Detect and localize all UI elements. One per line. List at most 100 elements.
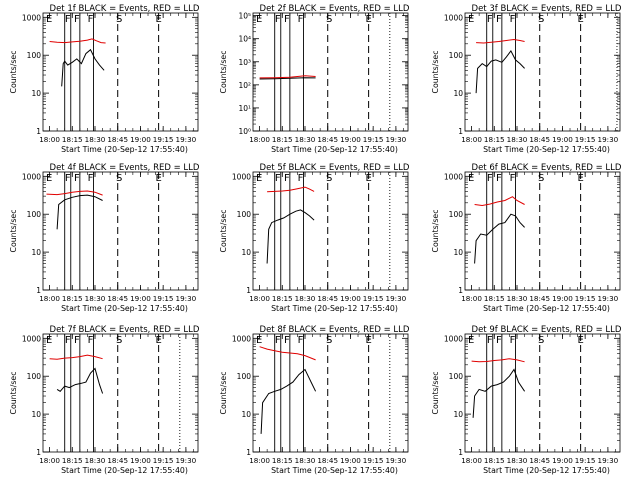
- x-tick-label: 19:30: [176, 294, 197, 303]
- y-tick-label: 10³: [238, 58, 251, 67]
- x-axis-label: Start Time (20-Sep-12 17:55:40): [271, 466, 398, 475]
- x-tick-label: 18:45: [317, 456, 338, 465]
- marker-label: F: [510, 335, 516, 346]
- y-tick-label: 100: [237, 372, 252, 381]
- x-tick-label: 19:00: [130, 456, 151, 465]
- x-tick-label: 19:30: [176, 135, 197, 144]
- marker-label: F: [74, 335, 80, 346]
- y-tick-label: 1: [458, 448, 463, 457]
- x-tick-label: 19:30: [598, 456, 619, 465]
- marker-label: F: [65, 335, 71, 346]
- x-tick-label: 19:30: [176, 456, 197, 465]
- series-line-events: [56, 367, 104, 394]
- marker-label: F: [74, 14, 80, 25]
- marker-label: S: [116, 14, 122, 25]
- marker-label: E: [577, 335, 583, 346]
- x-tick-label: 18:45: [529, 294, 550, 303]
- marker-label: E: [468, 173, 474, 184]
- marker-label: E: [577, 14, 583, 25]
- x-tick-label: 18:00: [249, 294, 270, 303]
- series-line-lld: [49, 38, 106, 44]
- x-tick-label: 18:30: [85, 294, 106, 303]
- y-axis-label: Counts/sec: [431, 372, 440, 415]
- x-tick-label: 18:15: [484, 456, 505, 465]
- panel-title: Det 6f BLACK = Events, RED = LLD: [472, 163, 622, 173]
- plot-frame: [252, 333, 409, 453]
- series-line-lld: [267, 186, 315, 193]
- series-line-events: [259, 77, 316, 80]
- y-tick-label: 100: [27, 51, 42, 60]
- marker-label: F: [275, 14, 281, 25]
- x-tick-label: 18:45: [317, 135, 338, 144]
- x-tick-label: 18:30: [295, 135, 316, 144]
- marker-label: F: [510, 14, 516, 25]
- marker-label: E: [46, 173, 52, 184]
- x-tick-label: 19:00: [130, 294, 151, 303]
- marker-label: F: [88, 14, 94, 25]
- marker-label: F: [88, 335, 94, 346]
- y-tick-label: 10: [453, 410, 463, 419]
- y-tick-label: 10: [453, 89, 463, 98]
- x-axis-label: Start Time (20-Sep-12 17:55:40): [483, 304, 610, 313]
- x-axis-label: Start Time (20-Sep-12 17:55:40): [61, 145, 188, 154]
- x-tick-label: 18:45: [529, 456, 550, 465]
- marker-label: F: [298, 173, 304, 184]
- marker-label: F: [88, 173, 94, 184]
- y-tick-label: 1000: [444, 334, 463, 343]
- x-tick-label: 19:15: [575, 456, 596, 465]
- y-tick-label: 1: [246, 286, 251, 295]
- plot-frame: [464, 333, 621, 453]
- marker-label: E: [155, 14, 161, 25]
- x-tick-label: 18:45: [529, 135, 550, 144]
- y-tick-label: 100: [27, 210, 42, 219]
- y-tick-label: 10⁵: [238, 12, 251, 21]
- x-tick-label: 18:15: [484, 294, 505, 303]
- marker-label: F: [275, 335, 281, 346]
- panel-det-4: Det 4f BLACK = Events, RED = LLD 1 10 100 10…: [9, 163, 200, 313]
- x-tick-label: 19:00: [552, 294, 573, 303]
- y-tick-label: 10: [31, 89, 41, 98]
- panel-det-2: Det 2f BLACK = Events, RED = LLD 10⁰ 10¹ 10…: [219, 4, 410, 154]
- y-tick-label: 1: [36, 127, 41, 136]
- x-tick-label: 19:15: [153, 135, 174, 144]
- y-axis-label: Counts/sec: [431, 210, 440, 253]
- marker-label: E: [155, 173, 161, 184]
- y-tick-label: 100: [237, 210, 252, 219]
- marker-label: F: [298, 335, 304, 346]
- panel-title: Det 9f BLACK = Events, RED = LLD: [472, 325, 622, 335]
- panel-title: Det 2f BLACK = Events, RED = LLD: [260, 4, 410, 14]
- x-tick-label: 18:30: [85, 456, 106, 465]
- x-tick-label: 18:15: [272, 294, 293, 303]
- marker-label: F: [284, 14, 290, 25]
- series-line-events: [472, 368, 526, 418]
- x-tick-label: 18:15: [62, 135, 83, 144]
- panel-det-7: Det 7f BLACK = Events, RED = LLD 1 10 100 10…: [9, 325, 200, 475]
- panel-title: Det 5f BLACK = Events, RED = LLD: [260, 163, 410, 173]
- marker-label: F: [284, 173, 290, 184]
- series-line-lld: [259, 346, 316, 361]
- series-line-events: [56, 194, 103, 230]
- x-tick-label: 19:15: [153, 456, 174, 465]
- y-tick-label: 10¹: [238, 104, 251, 113]
- series-line-lld: [49, 354, 103, 360]
- marker-label: E: [256, 173, 262, 184]
- x-tick-label: 18:45: [107, 294, 128, 303]
- plot-frame: [252, 12, 409, 132]
- panel-det-8: Det 8f BLACK = Events, RED = LLD 1 10 100 10…: [219, 325, 410, 475]
- marker-label: E: [155, 335, 161, 346]
- x-tick-label: 18:00: [39, 456, 60, 465]
- x-tick-label: 18:30: [295, 456, 316, 465]
- x-tick-label: 18:00: [39, 294, 60, 303]
- x-tick-label: 18:00: [461, 135, 482, 144]
- x-tick-label: 19:30: [386, 456, 407, 465]
- marker-label: F: [275, 173, 281, 184]
- y-axis-label: Counts/sec: [9, 372, 18, 415]
- marker-label: E: [365, 14, 371, 25]
- y-tick-label: 1000: [22, 13, 41, 22]
- x-tick-label: 19:15: [153, 294, 174, 303]
- marker-label: S: [326, 14, 332, 25]
- x-axis-label: Start Time (20-Sep-12 17:55:40): [271, 145, 398, 154]
- x-tick-label: 18:15: [484, 135, 505, 144]
